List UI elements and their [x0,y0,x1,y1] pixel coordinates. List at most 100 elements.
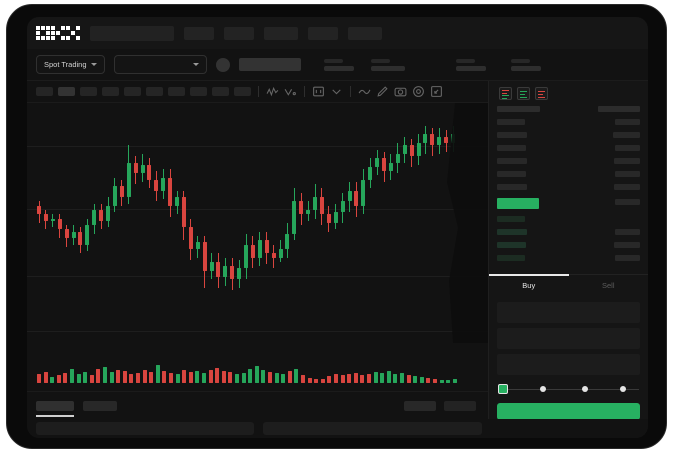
orderbook-ask-price[interactable] [497,119,525,125]
toolbar-divider [350,86,351,97]
orderbook-bid-price[interactable] [497,242,526,248]
orderbook-ask-price[interactable] [497,132,527,138]
orderbook-bid-size[interactable] [615,255,640,261]
timeframe-button-9[interactable] [212,87,229,96]
amount-percent-slider[interactable] [498,384,639,394]
timeframe-button-5[interactable] [124,87,141,96]
orderbook-bid-size[interactable] [615,229,640,235]
volume-bar [301,375,305,383]
tab-order-history[interactable] [83,400,117,411]
timeframe-button-2[interactable] [58,87,75,96]
volume-bar [373,372,378,383]
volume-bar [413,376,418,383]
timeframe-button-3[interactable] [80,87,97,96]
orderbook-ask-size[interactable] [615,119,640,125]
indicator-icon[interactable] [266,85,279,98]
volume-bar [406,375,411,383]
total-field[interactable] [497,354,640,375]
orderbook-bid-price[interactable] [497,229,527,235]
volume-bar [109,372,114,383]
nav-item-4[interactable] [308,26,338,40]
stat-block-1 [323,58,354,71]
nav-item-1[interactable] [184,26,214,40]
volume-bar [274,373,279,383]
volume-bar [320,379,325,383]
camera-icon[interactable] [394,85,407,98]
orderbook-header-right [598,106,640,112]
footer-row-right[interactable] [263,422,482,435]
tab-open-orders[interactable] [36,400,74,417]
volume-bar [142,370,147,383]
orderbook-mode-asks-icon[interactable] [535,87,548,100]
tab-buy[interactable]: Buy [489,274,569,296]
nav-item-2[interactable] [224,26,254,40]
compare-icon[interactable] [284,85,297,98]
orderbook-ask-size[interactable] [615,171,640,177]
orderbook-rows[interactable] [489,106,648,274]
orderbook-bid-price[interactable] [497,216,525,222]
nav-item-3[interactable] [264,26,298,40]
volume-bar [294,369,299,383]
timeframe-button-7[interactable] [168,87,185,96]
slider-handle[interactable] [498,384,508,394]
orderbook-ask-price[interactable] [497,184,527,190]
volume-bar [221,371,226,383]
orderbook-ask-price[interactable] [497,158,527,164]
settings-gear-icon[interactable] [412,85,425,98]
orderbook-ask-size[interactable] [615,145,640,151]
stat-label [455,58,475,63]
volume-bar [149,372,154,383]
chevron-down-icon[interactable] [330,85,343,98]
tab-sell[interactable]: Sell [569,275,649,296]
volume-bar [426,378,431,383]
candlestick-chart[interactable] [27,103,488,343]
timeframe-button-6[interactable] [146,87,163,96]
orderbook-ask-size[interactable] [613,132,640,138]
slider-stop-50[interactable] [582,386,588,392]
orderbook-current-price [497,198,539,209]
template-icon[interactable] [312,85,325,98]
orderbook-ask-size[interactable] [614,184,640,190]
orderbook-bid-size[interactable] [614,242,640,248]
volume-bar [386,371,391,383]
global-search-input[interactable] [90,25,174,41]
stat-value [323,65,354,71]
volume-bar [380,373,385,383]
line-chart-icon[interactable] [358,85,371,98]
pencil-icon[interactable] [376,85,389,98]
slider-stop-25[interactable] [540,386,546,392]
bottom-action-1[interactable] [404,400,436,411]
timeframe-button-8[interactable] [190,87,207,96]
fullscreen-icon[interactable] [430,85,443,98]
volume-bar [116,370,121,383]
okx-logo[interactable] [36,26,80,40]
timeframe-button-4[interactable] [102,87,119,96]
top-navigation-bar [27,17,648,49]
timeframe-button-10[interactable] [234,87,251,96]
submit-buy-button[interactable] [497,403,640,420]
orderbook-ask-size[interactable] [614,158,640,164]
orderbook-mode-bids-icon[interactable] [517,87,530,100]
bottom-action-2[interactable] [444,400,476,411]
orderbook-mode-both-icon[interactable] [499,87,512,100]
volume-bar [340,375,345,383]
orderbook-bid-price[interactable] [497,255,525,261]
trading-pair-selector[interactable] [113,55,207,74]
orderbook-ask-price[interactable] [497,171,526,177]
orderbook-trade-panel: Buy Sell [488,81,648,438]
volume-bar [433,379,437,383]
volume-bar [353,373,358,383]
timeframe-button-1[interactable] [36,87,53,96]
volume-bar [347,374,352,383]
orderbook-ask-price[interactable] [497,145,526,151]
trading-mode-selector[interactable]: Spot Trading [36,55,105,74]
order-form-fields [489,296,648,375]
footer-row-left[interactable] [36,422,254,435]
volume-histogram[interactable] [27,343,488,391]
trading-subbar: Spot Trading [27,49,648,81]
volume-bar [122,371,127,383]
slider-stop-75[interactable] [620,386,626,392]
nav-item-5[interactable] [348,26,382,40]
price-field[interactable] [497,302,640,323]
amount-field[interactable] [497,328,640,349]
